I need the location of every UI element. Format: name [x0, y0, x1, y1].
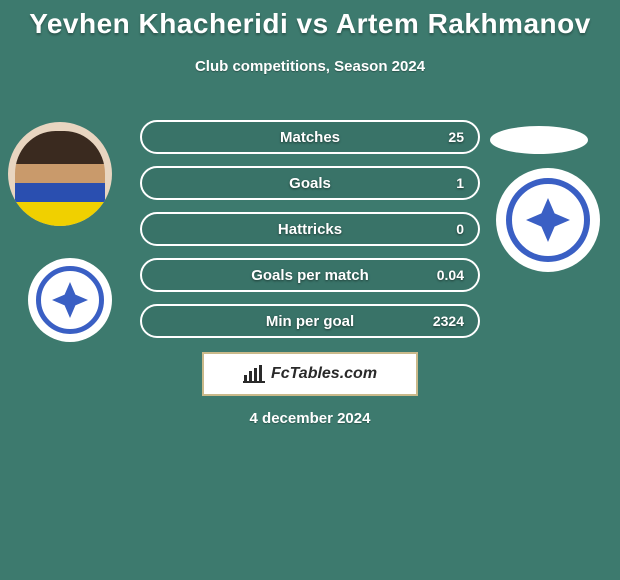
- stat-row: Matches 25: [140, 120, 480, 154]
- bar-chart-icon: [243, 365, 265, 383]
- club-badge-right: [496, 168, 600, 272]
- brand-footer[interactable]: FcTables.com: [202, 352, 418, 396]
- stat-row: Hattricks 0: [140, 212, 480, 246]
- club-badge-right-icon: [506, 178, 590, 262]
- stats-container: Matches 25 Goals 1 Hattricks 0 Goals per…: [140, 120, 480, 350]
- stat-label: Goals per match: [251, 267, 369, 284]
- stat-label: Goals: [289, 175, 331, 192]
- stat-label: Hattricks: [278, 221, 342, 238]
- page-title: Yevhen Khacheridi vs Artem Rakhmanov: [0, 0, 620, 40]
- stat-label: Matches: [280, 129, 340, 146]
- stat-row: Goals per match 0.04: [140, 258, 480, 292]
- stat-right-value: 1: [456, 175, 464, 191]
- stat-right-value: 0: [456, 221, 464, 237]
- club-badge-left-icon: [36, 266, 104, 334]
- stat-row: Goals 1: [140, 166, 480, 200]
- stat-right-value: 25: [448, 129, 464, 145]
- stat-right-value: 2324: [433, 313, 464, 329]
- player-left-avatar: [8, 122, 112, 226]
- brand-text: FcTables.com: [271, 365, 377, 383]
- stat-row: Min per goal 2324: [140, 304, 480, 338]
- page-subtitle: Club competitions, Season 2024: [0, 58, 620, 75]
- player-right-placeholder: [490, 126, 588, 154]
- player-portrait-placeholder: [15, 131, 105, 226]
- stat-right-value: 0.04: [437, 267, 464, 283]
- club-badge-left: [28, 258, 112, 342]
- stat-label: Min per goal: [266, 313, 354, 330]
- footer-date: 4 december 2024: [250, 410, 371, 427]
